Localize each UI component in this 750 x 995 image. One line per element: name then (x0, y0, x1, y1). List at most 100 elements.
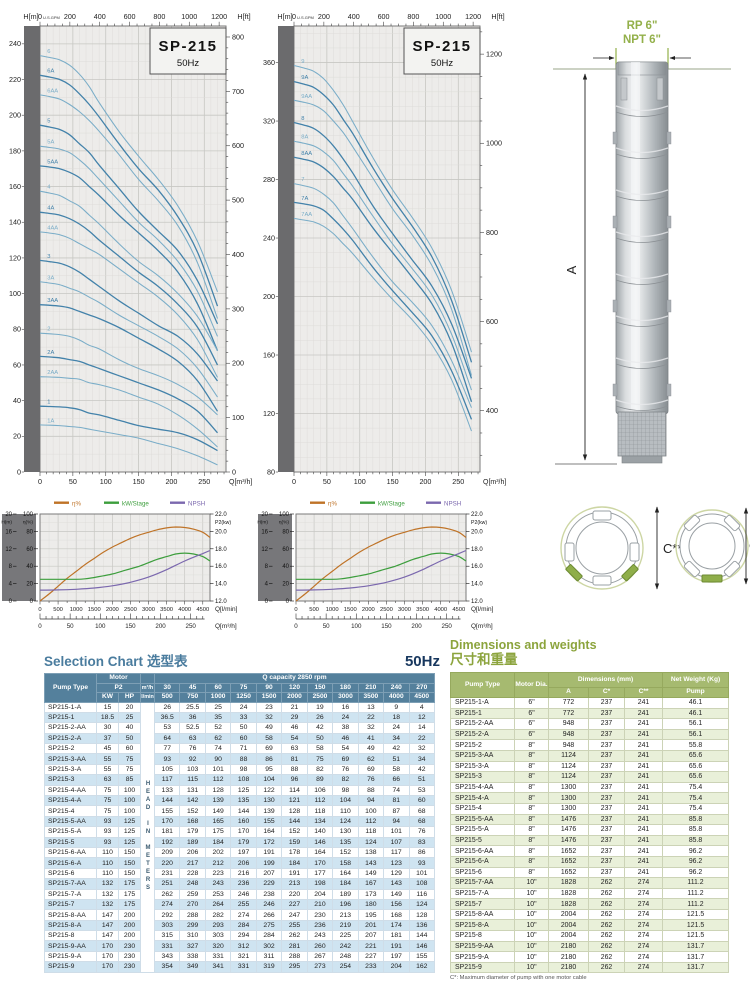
svg-text:60: 60 (26, 547, 33, 553)
selection-row: SP215-8-A 147 200 303 299 293 284 275 255 236 219 2… (44, 919, 436, 932)
legend-swatch-2 (426, 501, 441, 504)
cross-section-left (560, 506, 644, 590)
q-lmin-header: 4000 (383, 692, 410, 703)
xlabel-lmin: Q[l/min] (215, 606, 238, 613)
curve-3AA (39, 304, 219, 412)
svg-text:100: 100 (354, 477, 366, 486)
curve-label-4AA: 4AA (47, 225, 58, 231)
xlabel-bottom: Q[m³/h] (229, 479, 252, 486)
dimensions-footnote: C*: Maximum diameter of pump with one mo… (450, 975, 587, 982)
curve-8 (293, 121, 473, 379)
cable-slot-bottom (701, 574, 723, 583)
svg-text:2500: 2500 (124, 607, 137, 613)
svg-text:800: 800 (232, 32, 244, 41)
svg-text:3500: 3500 (160, 607, 173, 613)
svg-text:100: 100 (351, 623, 362, 630)
svg-text:600: 600 (378, 12, 390, 21)
col-pump: Pump (662, 687, 730, 698)
svg-text:22.0: 22.0 (215, 512, 227, 518)
q-lmin-header: 4500 (408, 692, 436, 703)
dimensions-section: Dimensions and weights 尺寸和重量 Pump Type M… (450, 638, 740, 981)
rp-size-label: RP 6" (627, 20, 658, 32)
curve-label-5A: 5A (47, 140, 54, 146)
svg-text:200: 200 (419, 477, 431, 486)
curve-η% (39, 526, 211, 602)
pump-stages (612, 105, 672, 411)
pump-type-cell: SP215-4 (44, 805, 97, 817)
selection-row: SP215-5-A 93 125 181 179 175 170 164 152 140 130 11… (44, 826, 436, 838)
pump-discharge-collar (617, 61, 667, 76)
svg-text:1200: 1200 (465, 12, 481, 21)
svg-text:300: 300 (232, 304, 244, 313)
svg-text:200: 200 (232, 359, 244, 368)
svg-text:160: 160 (263, 350, 275, 359)
svg-text:1500: 1500 (344, 607, 357, 613)
svg-text:400: 400 (486, 406, 498, 415)
cable-slot-left (565, 564, 583, 582)
q-m3h-header: 270 (408, 682, 436, 693)
legend-swatch-2 (170, 501, 185, 504)
curve-8AA (293, 156, 473, 403)
col-q-capacity: Q capacity 2850 rpm (154, 673, 435, 684)
chart-title: SP-215 (412, 38, 471, 55)
curve-4A (39, 211, 219, 366)
svg-text:80: 80 (282, 529, 289, 535)
col-a: A (548, 687, 589, 698)
curve-label-9A: 9A (301, 75, 308, 81)
curve-6 (39, 55, 218, 292)
svg-text:0: 0 (30, 599, 34, 605)
dimensions-title-en: Dimensions and weights (450, 638, 597, 652)
dimensions-row: SP215-6 8" 1652 237 241 96.2 (450, 866, 730, 879)
curve-2A (39, 355, 218, 434)
svg-text:150: 150 (125, 623, 136, 630)
pump-type-cell: SP215-4-AA (44, 784, 97, 797)
dimensions-row: SP215-7-A 10" 1828 262 274 111.2 (450, 887, 730, 900)
svg-text:16: 16 (261, 529, 268, 535)
q-m3h-header: 180 (332, 682, 359, 693)
pump-type-cell: SP215-6-AA (44, 846, 97, 859)
svg-text:8: 8 (9, 564, 13, 570)
curve-label-9: 9 (301, 59, 304, 65)
q-lmin-header: 1500 (255, 692, 283, 703)
curve-η% (295, 526, 467, 602)
svg-text:20: 20 (13, 432, 21, 441)
legend-label-2: NPSH (444, 501, 461, 508)
curve-label-1: 1 (47, 400, 50, 406)
col-c2: C** (623, 687, 664, 698)
svg-text:80: 80 (267, 467, 275, 476)
curve-NPSH (295, 549, 467, 591)
pump-cross-sections: C** C** (560, 506, 750, 590)
curve-NPSH (39, 549, 211, 591)
svg-text:100: 100 (232, 413, 244, 422)
ylabel-left: H[m] (23, 12, 38, 21)
svg-text:100: 100 (9, 289, 21, 298)
selection-row: SP215-8 147 200 315 310 303 294 284 262 243 225 207… (44, 930, 436, 942)
dimensions-row: SP215-1-A 6" 772 237 241 46.1 (450, 697, 730, 709)
svg-text:0: 0 (292, 477, 296, 486)
svg-text:2000: 2000 (106, 607, 119, 613)
xlabel-m3h: Q[m³/h] (215, 623, 237, 630)
q-m3h-header: 90 (255, 682, 283, 693)
col-m3h: m³/h (140, 682, 155, 693)
svg-text:12: 12 (261, 547, 268, 553)
svg-text:22.0: 22.0 (471, 512, 483, 518)
curve-label-8A: 8A (301, 135, 308, 141)
svg-text:100: 100 (23, 512, 34, 518)
svg-text:0: 0 (265, 599, 269, 605)
curve-7 (293, 183, 472, 408)
svg-text:0: 0 (38, 623, 42, 630)
dimensions-row: SP215-7-AA 10" 1828 262 274 111.2 (450, 877, 730, 889)
col-lmin: l/min (140, 692, 155, 703)
q-lmin-header: 500 (153, 692, 181, 703)
pump-body (615, 61, 669, 415)
svg-text:1200: 1200 (211, 12, 227, 21)
q-m3h-header: 240 (383, 682, 410, 693)
chart-subtitle: 50Hz (177, 58, 199, 69)
svg-text:400: 400 (232, 250, 244, 259)
svg-text:220: 220 (9, 75, 21, 84)
selection-row: SP215-9-AA 170 230 331 327 320 312 302 281 260 242… (44, 940, 436, 952)
dimensions-row: SP215-3-A 8" 1124 237 241 65.6 (450, 760, 730, 773)
selection-row: SP215-7 132 175 274 270 264 255 246 227 210 196 180… (44, 898, 436, 911)
curve-4 (39, 190, 218, 351)
legend-swatch-0 (54, 501, 69, 504)
